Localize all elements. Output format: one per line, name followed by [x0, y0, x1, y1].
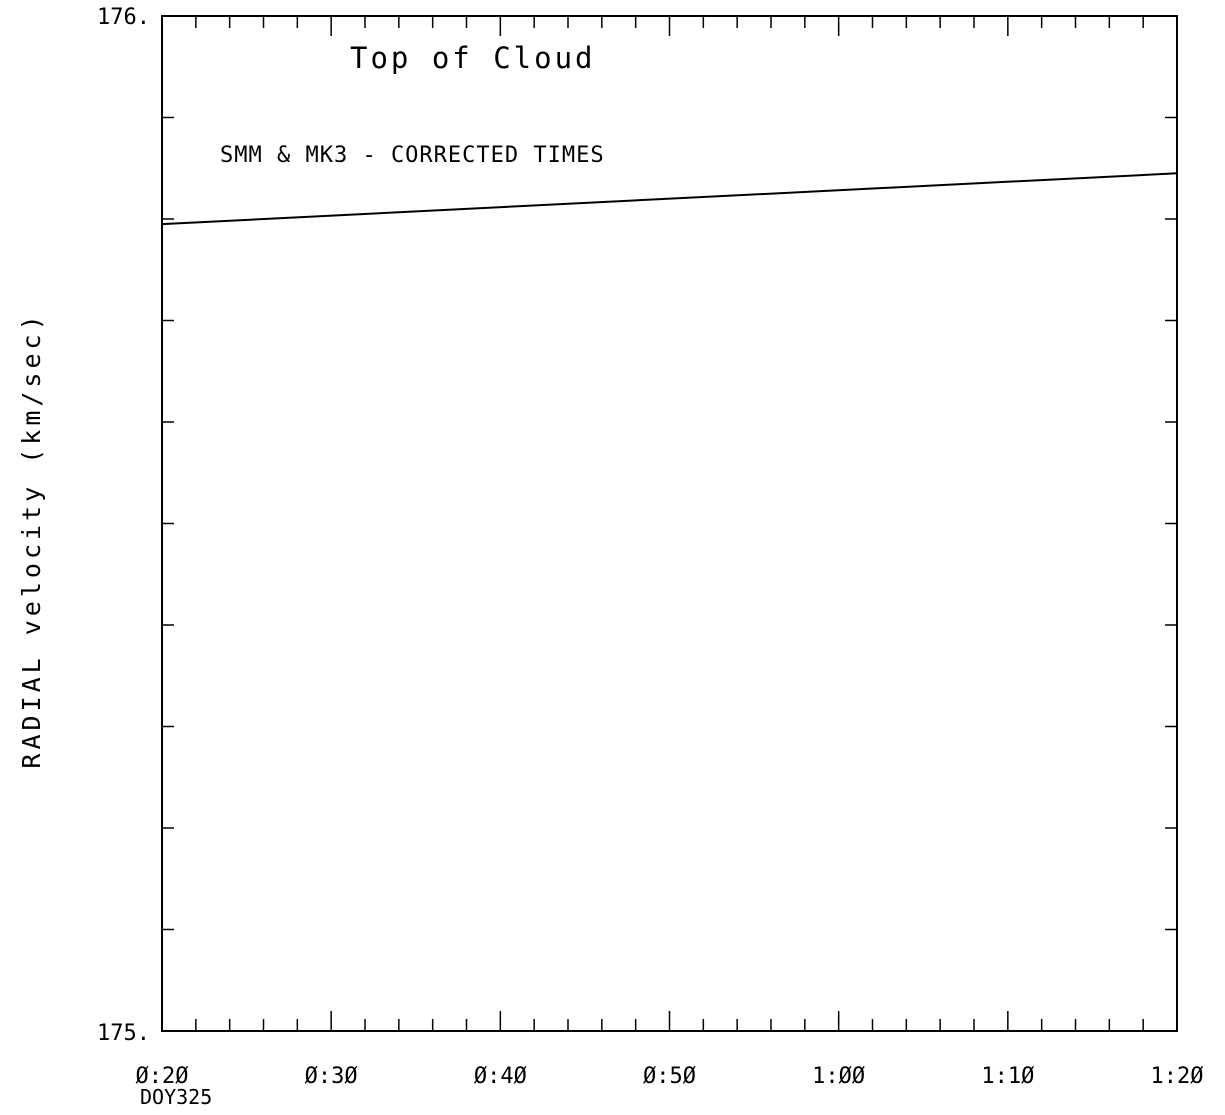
plot-frame: [162, 16, 1177, 1031]
series-line: [162, 173, 1177, 224]
x-tick-labels: Ø:2Ø Ø:3Ø Ø:4Ø Ø:5Ø 1:ØØ 1:1Ø 1:2Ø: [136, 1064, 1204, 1089]
minor-ticks: [196, 16, 1143, 1031]
x-tick-label: Ø:4Ø: [474, 1064, 527, 1089]
chart-title: Top of Cloud: [350, 41, 596, 75]
chart-subtitle: SMM & MK3 - CORRECTED TIMES: [220, 143, 605, 168]
x-tick-label: 1:1Ø: [981, 1064, 1034, 1089]
x-tick-label: Ø:3Ø: [305, 1064, 358, 1089]
series-layer: [162, 173, 1177, 224]
major-ticks: [162, 16, 1177, 1031]
y-axis-label: RADIAL velocity (km/sec): [17, 311, 46, 768]
x-tick-label: 1:ØØ: [812, 1064, 865, 1089]
x-tick-label: Ø:5Ø: [643, 1064, 696, 1089]
y-tick-label-top: 176.: [97, 5, 150, 30]
x-tick-label: 1:2Ø: [1151, 1064, 1204, 1089]
x-origin-label: DOY325: [140, 1085, 212, 1109]
y-tick-label-bottom: 175.: [97, 1021, 150, 1046]
